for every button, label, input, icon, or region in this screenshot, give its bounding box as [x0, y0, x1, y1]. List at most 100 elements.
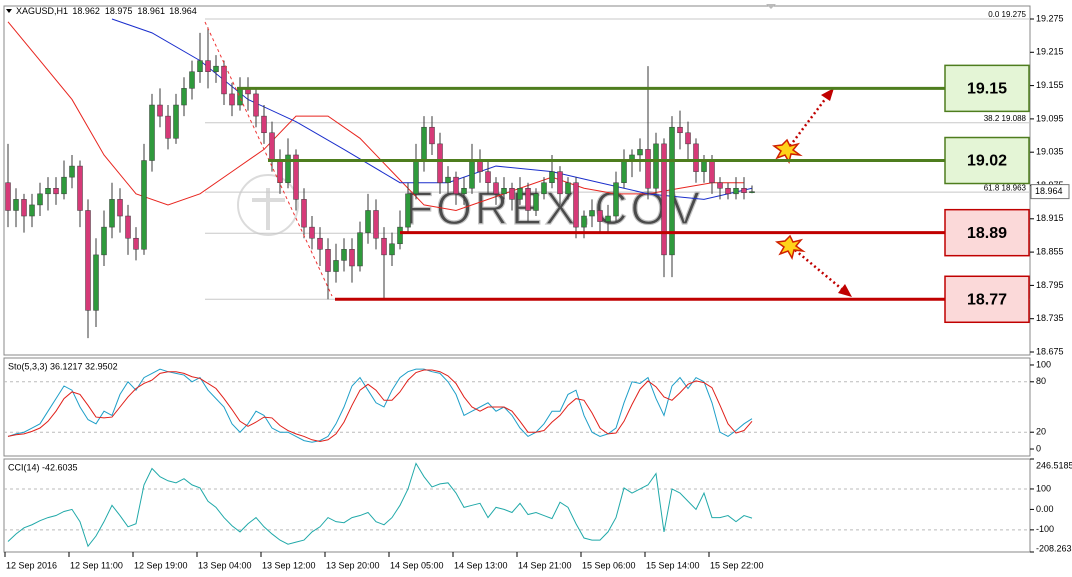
candle-body: [733, 188, 739, 195]
header-value: 18.962: [72, 6, 100, 16]
candle-body: [333, 260, 339, 272]
candle-body: [357, 232, 363, 267]
candle-body: [477, 160, 483, 172]
candle-body: [109, 199, 115, 228]
y-tick-label: 80: [1036, 376, 1046, 386]
price-tag-label: 18.964: [1035, 186, 1063, 196]
candle-body: [525, 188, 531, 211]
candle-body: [589, 210, 595, 217]
level-box: [944, 64, 1030, 113]
y-tick-label: 100: [1036, 359, 1051, 369]
candle-body: [149, 104, 155, 161]
candle-body: [229, 93, 235, 106]
arrow-up-head: [821, 88, 834, 101]
candle-body: [741, 188, 747, 193]
candle-body: [21, 199, 27, 217]
symbol: XAGUSD,H1: [16, 6, 68, 16]
candle-body: [581, 215, 587, 228]
y-tick-label: 18.915: [1036, 213, 1064, 223]
menu-arrow[interactable]: [6, 9, 12, 13]
candle-body: [469, 160, 475, 189]
candle-body: [37, 193, 43, 206]
fib-label: 38.2 19.088: [984, 114, 1027, 123]
x-tick-label: 12 Sep 2016: [6, 560, 57, 570]
candle-body: [101, 226, 107, 256]
y-tick-label: -100: [1036, 524, 1054, 534]
candle-body: [541, 182, 547, 195]
candle-body: [365, 210, 371, 233]
candle-body: [653, 143, 659, 189]
header-value: 18.975: [105, 6, 133, 16]
candle-body: [717, 182, 723, 189]
y-tick-label: 18.675: [1036, 346, 1064, 356]
candle-body: [157, 104, 163, 117]
candle-body: [725, 188, 731, 195]
candle-body: [277, 160, 283, 183]
indicator-title: CCI(14) -42.6035: [8, 462, 78, 472]
arrow-down-head: [838, 284, 852, 297]
arrow-up-shaft: [789, 97, 827, 147]
level-label: 19.02: [967, 153, 1007, 170]
candle-body: [317, 237, 323, 250]
level-box: [944, 275, 1030, 324]
watermark: FOREX.COV: [405, 182, 703, 234]
y-tick-label: 100: [1036, 483, 1051, 493]
trend-line: [204, 21, 333, 297]
indicator-line: [7, 462, 753, 548]
logo-mark: [252, 188, 285, 230]
candle-body: [413, 160, 419, 195]
x-tick-label: 14 Sep 13:00: [454, 560, 508, 570]
candle-body: [661, 143, 667, 256]
candle-body: [485, 171, 491, 183]
candle-body: [141, 160, 147, 250]
candle-body: [197, 60, 203, 72]
x-tick-label: 15 Sep 14:00: [646, 560, 700, 570]
y-tick-label: 18.855: [1036, 246, 1064, 256]
candle-body: [501, 188, 507, 195]
candle-body: [85, 210, 91, 311]
candle-body: [621, 160, 627, 183]
y-tick-label: 0: [1036, 443, 1041, 453]
x-tick-label: 15 Sep 06:00: [582, 560, 636, 570]
candle-body: [125, 215, 131, 239]
candle-body: [613, 182, 619, 217]
y-tick-label: 246.5185: [1036, 460, 1072, 470]
candle-body: [493, 182, 499, 195]
y-tick-label: 19.095: [1036, 113, 1064, 123]
candle-body: [693, 143, 699, 172]
candle-body: [421, 126, 427, 161]
scroll-arrow[interactable]: [766, 4, 776, 9]
candle-body: [605, 215, 611, 222]
moving-average: [7, 21, 744, 211]
candle-body: [253, 93, 259, 117]
candle-body: [373, 210, 379, 239]
candle-body: [749, 191, 755, 193]
starburst: [775, 234, 806, 260]
candle-body: [53, 188, 59, 195]
stochastic-panel-frame: [3, 357, 1031, 457]
header-value: 18.964: [169, 6, 197, 16]
candle-body: [341, 249, 347, 261]
x-tick-label: 13 Sep 20:00: [326, 560, 380, 570]
candle-body: [5, 182, 11, 211]
y-tick-label: 19.215: [1036, 47, 1064, 57]
candle-body: [213, 65, 219, 72]
x-tick-label: 14 Sep 05:00: [390, 560, 444, 570]
candle-body: [77, 165, 83, 211]
x-tick-label: 12 Sep 11:00: [70, 560, 123, 570]
indicator-line: [7, 368, 753, 443]
level-box: [944, 208, 1030, 257]
x-tick-label: 12 Sep 19:00: [134, 560, 188, 570]
candle-body: [117, 199, 123, 217]
candle-body: [165, 115, 171, 139]
candle-body: [597, 210, 603, 222]
candle-body: [205, 60, 211, 72]
candle-body: [685, 132, 691, 145]
header-value: 18.961: [137, 6, 165, 16]
candle-body: [429, 126, 435, 145]
y-tick-label: -208.2635: [1036, 543, 1072, 553]
candle-body: [549, 171, 555, 183]
watermark-logo: [237, 174, 299, 236]
price-tag: [1030, 184, 1070, 200]
candle-body: [325, 249, 331, 272]
